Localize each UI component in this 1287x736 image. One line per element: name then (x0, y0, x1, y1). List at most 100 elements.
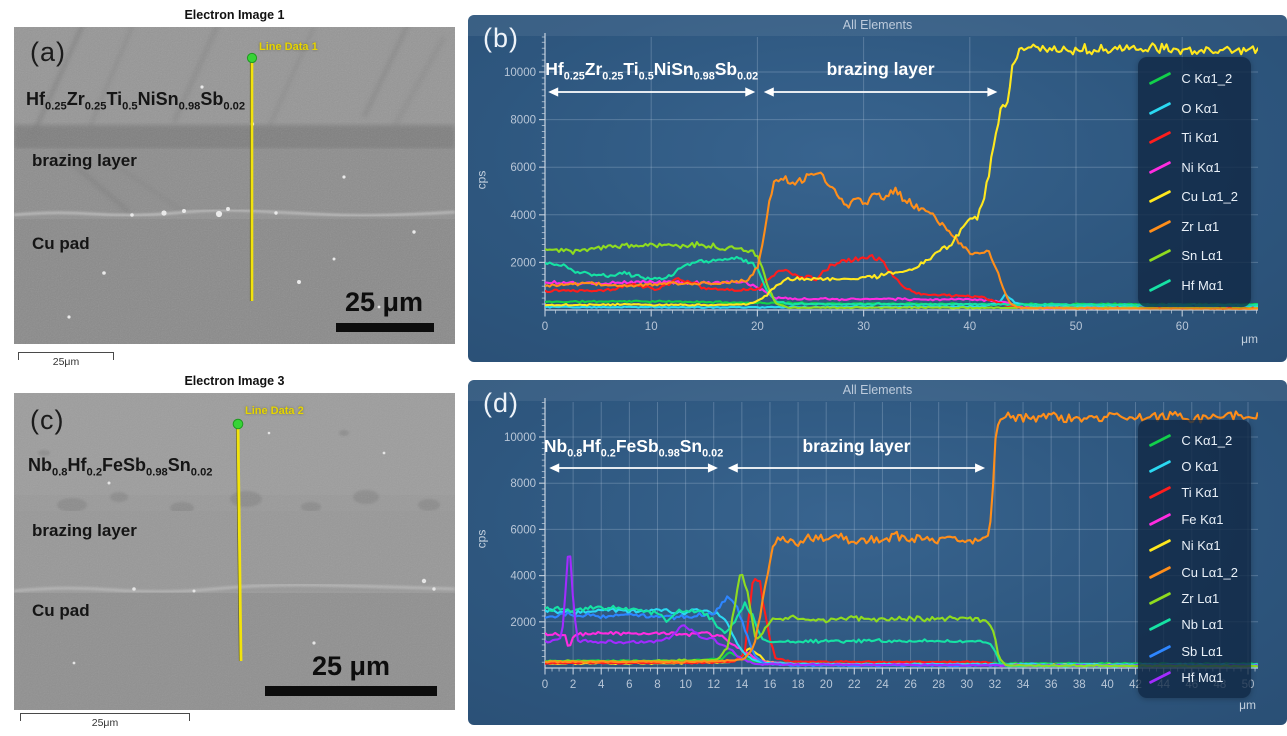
legend-label: Hf Mα1 (1181, 670, 1224, 686)
legend-item: Sb Lα1 (1148, 638, 1238, 664)
legend-label: Fe Kα1 (1181, 511, 1224, 527)
svg-text:10: 10 (679, 679, 692, 691)
line-scan-marker (236, 424, 243, 662)
panel-b-legend: C Kα1_2 O Kα1 Ti Kα1 Ni Kα1 Cu Lα1_2 Zr Lα1 Sn… (1138, 57, 1251, 307)
svg-text:8000: 8000 (510, 115, 536, 127)
svg-text:0: 0 (542, 679, 548, 691)
svg-text:40: 40 (1101, 679, 1114, 691)
line-data-2-label: Line Data 2 (245, 405, 304, 417)
legend-label: O Kα1 (1181, 459, 1219, 475)
panel-c-micro-ruler: 25μm (20, 713, 190, 729)
svg-text:20: 20 (820, 679, 833, 691)
svg-text:6000: 6000 (510, 162, 536, 174)
legend-label: Sn Lα1 (1181, 248, 1223, 264)
svg-text:26: 26 (904, 679, 917, 691)
panel-d-letter: (d) (483, 388, 519, 418)
legend-item: Sn Lα1 (1148, 241, 1238, 271)
legend-label: Ni Kα1 (1181, 159, 1221, 175)
svg-text:2000: 2000 (510, 617, 536, 629)
panel-d-region-1-label: Nb0.8Hf0.2FeSb0.98Sn0.02 (543, 436, 724, 460)
panel-c-title: Electron Image 3 (184, 374, 285, 388)
panel-c-micro-ruler-label: 25μm (91, 717, 119, 729)
panel-c-formula: Nb0.8Hf0.2FeSb0.98Sn0.02 (28, 455, 213, 479)
legend-swatch-icon (1148, 130, 1172, 145)
panel-b-region-2-label: brazing layer (826, 59, 935, 79)
legend-label: Cu Lα1_2 (1181, 189, 1238, 205)
panel-d-chart-title: All Elements (468, 380, 1287, 401)
svg-text:2000: 2000 (510, 257, 536, 269)
legend-label: Nb Lα1 (1181, 617, 1224, 633)
panel-a-scalebar-text: 25 μm (344, 287, 424, 317)
legend-swatch-icon (1148, 71, 1172, 86)
panel-a-micro-ruler: 25μm (18, 352, 115, 368)
svg-text:4000: 4000 (510, 210, 536, 222)
legend-swatch-icon (1148, 538, 1172, 553)
svg-text:34: 34 (1017, 679, 1030, 691)
svg-text:4: 4 (598, 679, 605, 691)
panel-a-formula: Hf0.25Zr0.25Ti0.5NiSn0.98Sb0.02 (26, 89, 246, 113)
panel-b-region-1-label: Hf0.25Zr0.25Ti0.5NiSn0.98Sb0.02 (545, 59, 759, 83)
line-data-1-label: Line Data 1 (259, 41, 318, 53)
legend-label: Zr Lα1 (1181, 591, 1220, 607)
line-start-dot (246, 52, 258, 64)
sem-image-3: (c) Line Data 2 Nb0.8Hf0.2FeSb0.98Sn0.02… (14, 393, 455, 710)
legend-swatch-icon (1148, 565, 1172, 579)
svg-text:30: 30 (857, 321, 870, 333)
panel-c-scalebar (265, 686, 437, 696)
legend-swatch-icon (1148, 644, 1172, 659)
panel-c-letter: (c) (30, 405, 65, 435)
legend-item: Ni Kα1 (1148, 533, 1238, 559)
line-start-dot (232, 418, 244, 430)
legend-swatch-icon (1148, 160, 1172, 175)
legend-item: Zr Lα1 (1148, 585, 1238, 611)
svg-text:0: 0 (542, 321, 548, 333)
panel-c: Electron Image 3 (14, 374, 455, 710)
legend-item: Cu Lα1_2 (1148, 559, 1238, 585)
svg-text:22: 22 (848, 679, 861, 691)
panel-b-chart-title: All Elements (468, 15, 1287, 36)
svg-text:10000: 10000 (504, 432, 536, 444)
svg-text:2: 2 (570, 679, 576, 691)
panel-d-x-axis-unit: μm (1239, 698, 1256, 712)
legend-swatch-icon (1148, 486, 1172, 500)
svg-text:6: 6 (626, 679, 632, 691)
svg-text:4000: 4000 (510, 571, 536, 583)
legend-item: Fe Kα1 (1148, 506, 1238, 532)
panel-d-region-2-label: brazing layer (802, 436, 911, 456)
svg-text:60: 60 (1176, 321, 1189, 333)
legend-label: Ti Kα1 (1181, 130, 1219, 146)
panel-d-y-axis-label: cps (474, 529, 489, 549)
legend-item: O Kα1 (1148, 94, 1238, 124)
panel-b-chart: All Elements 2000 4000 6000 8000 10000 0 10 20 3… (468, 15, 1287, 362)
svg-text:18: 18 (792, 679, 805, 691)
legend-swatch-icon (1148, 219, 1172, 234)
legend-label: Cu Lα1_2 (1181, 564, 1238, 580)
panel-a-brazing-label: brazing layer (32, 151, 137, 170)
svg-text:30: 30 (960, 679, 973, 691)
legend-label: Ti Kα1 (1181, 485, 1219, 501)
svg-text:6000: 6000 (510, 524, 536, 536)
legend-item: C Kα1_2 (1148, 64, 1238, 94)
svg-text:10: 10 (645, 321, 658, 333)
svg-text:38: 38 (1073, 679, 1086, 691)
svg-text:28: 28 (932, 679, 945, 691)
panel-b-x-axis-unit: μm (1241, 332, 1258, 346)
legend-item: Ni Kα1 (1148, 153, 1238, 183)
svg-text:16: 16 (764, 679, 777, 691)
legend-swatch-icon (1148, 591, 1172, 606)
panel-c-brazing-label: brazing layer (32, 521, 137, 540)
legend-swatch-icon (1148, 670, 1172, 685)
svg-text:40: 40 (963, 321, 976, 333)
svg-text:32: 32 (989, 679, 1002, 691)
legend-item: Ti Kα1 (1148, 480, 1238, 506)
legend-item: Nb Lα1 (1148, 612, 1238, 638)
svg-text:12: 12 (707, 679, 720, 691)
legend-label: Hf Mα1 (1181, 277, 1224, 293)
panel-c-scalebar-text: 25 μm (311, 651, 391, 681)
svg-text:14: 14 (735, 679, 748, 691)
legend-item: Zr Lα1 (1148, 212, 1238, 242)
sem-image-3-texture (14, 393, 455, 710)
panel-b-letter: (b) (483, 23, 519, 53)
panel-a-title: Electron Image 1 (184, 8, 285, 22)
